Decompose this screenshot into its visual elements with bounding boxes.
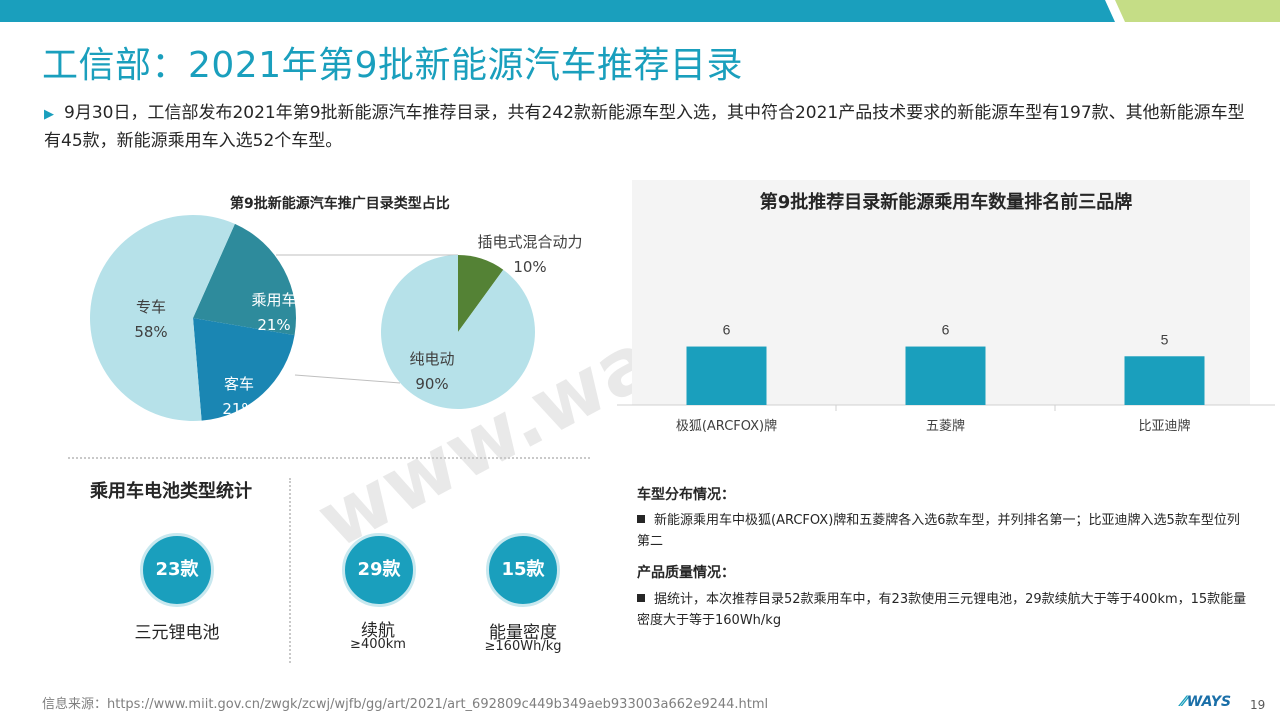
pie-of-pie-chart — [90, 215, 535, 421]
bar-value-label-2: 5 — [1161, 331, 1169, 347]
sub-pie — [381, 255, 535, 409]
main-pie-slice-1 — [193, 318, 295, 421]
stat-circle-range: 29款 — [342, 533, 416, 607]
stat-sub-density: ≥160Wh/kg — [484, 639, 562, 654]
bar-value-label-1: 6 — [942, 322, 950, 338]
section-divider — [68, 457, 590, 459]
page-title: 工信部：2021年第9批新能源汽车推荐目录 — [42, 45, 744, 86]
pie-label-name: 专车 — [135, 298, 166, 316]
bar-value-label-0: 6 — [723, 322, 731, 338]
pie-label-name: 客车 — [223, 375, 254, 393]
stat-circle-density: 15款 — [486, 533, 560, 607]
main-pie-slice-2 — [90, 215, 235, 421]
sub-pie-slice-1 — [381, 255, 535, 409]
distribution-heading: 车型分布情况： — [637, 487, 735, 503]
intro-text: 9月30日，工信部发布2021年第9批新能源汽车推荐目录，共有242款新能源车型… — [44, 103, 1245, 151]
logo-swoosh-icon: ⁄⁄ — [1182, 694, 1187, 710]
square-bullet-icon — [637, 594, 645, 602]
stat-circle-ternary: 23款 — [140, 533, 214, 607]
logo-text: WAYS — [1186, 694, 1232, 710]
bar-chart-title: 第9批推荐目录新能源乘用车数量排名前三品牌 — [759, 192, 1133, 213]
pie-label-bev: 纯电动 90% — [402, 348, 462, 393]
quality-text: 据统计，本次推荐目录52款乘用车中，有23款使用三元锂电池，29款续航大于等于4… — [637, 592, 1247, 628]
intro-paragraph: ▶ 9月30日，工信部发布2021年第9批新能源汽车推荐目录，共有242款新能源车… — [44, 100, 1254, 155]
bar-1 — [905, 346, 986, 405]
top-decor-bar — [0, 0, 1280, 22]
main-pie — [90, 215, 296, 421]
stat-sub-range: ≥400km — [350, 637, 406, 652]
pie-label-phev: 插电式混合动力 10% — [470, 231, 590, 276]
pie-label-name: 纯电动 — [409, 350, 455, 368]
bar-chart: 6 极狐(ARCFOX)牌 6 五菱牌 5 比亚迪牌 — [617, 322, 1275, 434]
battery-section-title: 乘用车电池类型统计 — [90, 481, 252, 502]
bullet-arrow-icon: ▶ — [44, 107, 54, 122]
pie-label-pct: 58% — [134, 323, 168, 341]
page-number: 19 — [1250, 698, 1266, 712]
pie-label-zhuanche: 专车 58% — [125, 296, 177, 341]
sub-pie-slice-0 — [458, 255, 504, 332]
battery-divider — [289, 478, 291, 663]
source-citation: 信息来源：https://www.miit.gov.cn/zwgk/zcwj/w… — [42, 697, 769, 712]
pie-label-pct: 21% — [222, 400, 256, 418]
pie-label-chengyongche: 乘用车 21% — [245, 289, 303, 334]
stat-label-range: 续航 — [361, 621, 395, 641]
quality-bullet: 据统计，本次推荐目录52款乘用车中，有23款使用三元锂电池，29款续航大于等于4… — [637, 589, 1247, 631]
pie-label-name: 插电式混合动力 — [477, 233, 583, 251]
stat-label-ternary: 三元锂电池 — [134, 623, 220, 643]
main-pie-slice-0 — [193, 223, 296, 336]
pie-label-pct: 21% — [257, 316, 291, 334]
pie-chart-title: 第9批新能源汽车推广目录类型占比 — [230, 196, 450, 212]
distribution-bullet: 新能源乘用车中极狐(ARCFOX)牌和五菱牌各入选6款车型，并列排名第一；比亚迪… — [637, 510, 1247, 552]
stat-label-density: 能量密度 — [489, 623, 557, 643]
square-bullet-icon — [637, 515, 645, 523]
bar-category-label-1: 五菱牌 — [926, 418, 965, 434]
pie-label-name: 乘用车 — [251, 291, 297, 309]
pie-label-pct: 10% — [513, 258, 547, 276]
bar-category-label-2: 比亚迪牌 — [1138, 418, 1190, 434]
bar-category-label-0: 极狐(ARCFOX)牌 — [676, 418, 777, 434]
pie-label-keche: 客车 21% — [212, 373, 266, 418]
ways-logo: ⁄⁄WAYS — [1182, 694, 1231, 710]
bar-0 — [686, 346, 767, 405]
distribution-text: 新能源乘用车中极狐(ARCFOX)牌和五菱牌各入选6款车型，并列排名第一；比亚迪… — [637, 513, 1240, 549]
quality-heading: 产品质量情况： — [637, 565, 735, 581]
bar-2 — [1124, 356, 1205, 405]
pie-label-pct: 90% — [415, 375, 449, 393]
pie-connector-line-bottom — [294, 374, 401, 384]
